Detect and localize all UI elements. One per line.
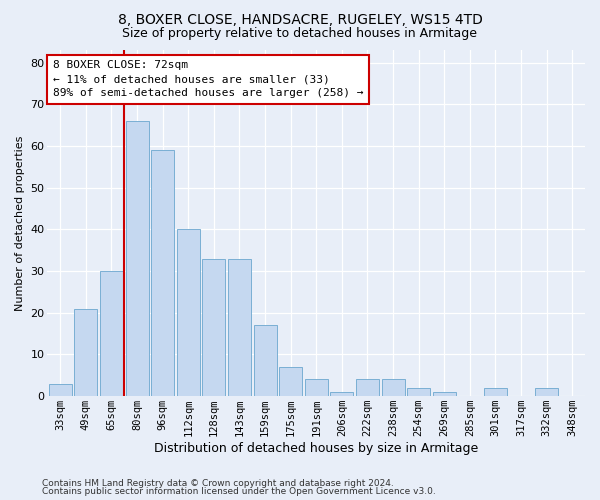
Bar [100, 271, 123, 396]
Text: Contains HM Land Registry data © Crown copyright and database right 2024.: Contains HM Land Registry data © Crown c… [42, 478, 394, 488]
Bar [49, 384, 72, 396]
Bar [177, 230, 200, 396]
Bar [202, 258, 226, 396]
Bar [535, 388, 558, 396]
Bar [125, 121, 149, 396]
Bar [407, 388, 430, 396]
Bar [356, 380, 379, 396]
Text: 8, BOXER CLOSE, HANDSACRE, RUGELEY, WS15 4TD: 8, BOXER CLOSE, HANDSACRE, RUGELEY, WS15… [118, 12, 482, 26]
Bar [74, 308, 97, 396]
Bar [228, 258, 251, 396]
X-axis label: Distribution of detached houses by size in Armitage: Distribution of detached houses by size … [154, 442, 478, 455]
Y-axis label: Number of detached properties: Number of detached properties [15, 136, 25, 311]
Bar [382, 380, 404, 396]
Text: Contains public sector information licensed under the Open Government Licence v3: Contains public sector information licen… [42, 487, 436, 496]
Bar [484, 388, 507, 396]
Bar [305, 380, 328, 396]
Bar [151, 150, 174, 396]
Bar [331, 392, 353, 396]
Text: 8 BOXER CLOSE: 72sqm
← 11% of detached houses are smaller (33)
89% of semi-detac: 8 BOXER CLOSE: 72sqm ← 11% of detached h… [53, 60, 364, 98]
Bar [433, 392, 456, 396]
Bar [279, 367, 302, 396]
Bar [254, 326, 277, 396]
Text: Size of property relative to detached houses in Armitage: Size of property relative to detached ho… [122, 28, 478, 40]
